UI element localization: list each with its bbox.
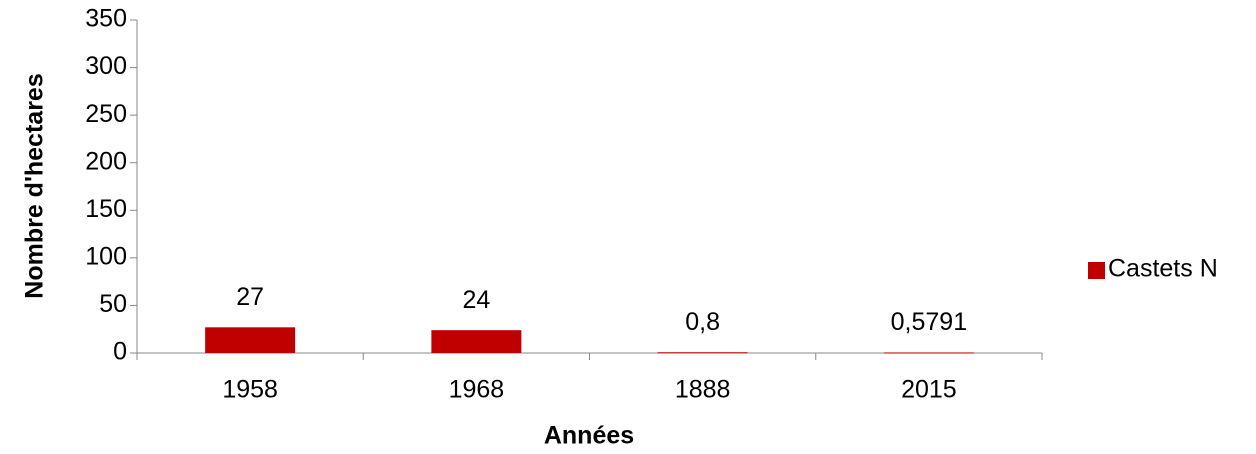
data-label: 0,5791 <box>891 308 967 336</box>
x-tick-label: 1888 <box>675 376 731 404</box>
legend-swatch <box>1088 262 1105 279</box>
data-label: 24 <box>462 286 490 314</box>
bar <box>657 352 748 354</box>
bar <box>205 327 296 353</box>
x-tick-label: 1968 <box>449 376 505 404</box>
y-tick-label: 150 <box>85 195 127 223</box>
y-tick-label: 200 <box>85 147 127 175</box>
y-tick-label: 300 <box>85 52 127 80</box>
x-axis-title: Années <box>544 422 634 450</box>
data-label: 0,8 <box>685 308 720 336</box>
y-axis-title: Nombre d'hectares <box>21 73 49 298</box>
x-tick-label: 2015 <box>901 376 957 404</box>
bar <box>883 352 974 354</box>
y-tick-label: 100 <box>85 242 127 270</box>
legend-label: Castets N <box>1108 255 1218 283</box>
bar <box>431 330 522 353</box>
y-tick-label: 350 <box>85 5 127 33</box>
x-tick-label: 1958 <box>222 376 278 404</box>
y-tick-label: 250 <box>85 100 127 128</box>
y-tick-label: 50 <box>99 290 127 318</box>
data-label: 27 <box>236 283 264 311</box>
y-tick-label: 0 <box>113 338 127 366</box>
